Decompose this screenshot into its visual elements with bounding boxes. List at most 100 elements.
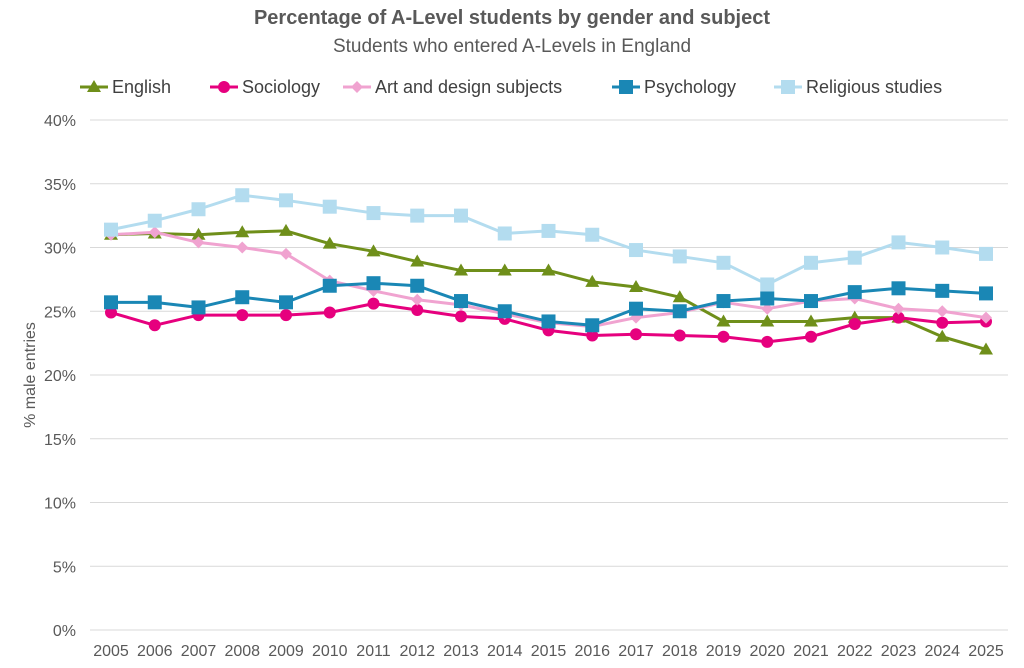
data-point xyxy=(454,263,468,276)
legend-item: Psychology xyxy=(612,77,736,97)
data-point xyxy=(497,226,512,241)
data-point xyxy=(630,328,642,341)
data-point xyxy=(236,309,249,322)
data-point xyxy=(147,295,162,310)
legend-item: Religious studies xyxy=(774,77,942,97)
data-point xyxy=(191,300,206,315)
data-point xyxy=(322,199,337,214)
data-point xyxy=(541,263,556,276)
y-tick-label: 5% xyxy=(53,559,76,576)
data-point xyxy=(454,294,468,309)
x-tick-label: 2015 xyxy=(531,643,567,660)
data-point xyxy=(322,278,337,293)
data-point xyxy=(848,318,861,330)
x-axis-ticks: 2005 2006 2007 2008 2009 2010 2011 2012 2013 2014… xyxy=(93,643,1004,660)
data-point xyxy=(322,236,337,249)
chart-subtitle: Students who entered A-Levels in England xyxy=(333,36,691,57)
x-tick-label: 2017 xyxy=(618,643,654,660)
data-point xyxy=(410,278,425,293)
data-point xyxy=(979,342,993,355)
data-point xyxy=(147,213,162,228)
x-tick-label: 2021 xyxy=(793,643,829,660)
x-tick-label: 2013 xyxy=(443,643,479,660)
data-point xyxy=(410,254,425,267)
data-point xyxy=(148,319,161,332)
y-axis-label: % male entries xyxy=(22,322,39,428)
data-point xyxy=(411,293,424,306)
data-point xyxy=(497,304,512,319)
data-point xyxy=(847,250,862,265)
data-point xyxy=(366,276,381,291)
x-tick-label: 2012 xyxy=(399,643,435,660)
data-point xyxy=(891,235,906,250)
legend-label: Religious studies xyxy=(806,77,942,97)
data-point xyxy=(104,222,118,237)
series-religious-studies xyxy=(104,188,993,292)
data-point xyxy=(236,241,249,254)
data-point xyxy=(760,314,775,327)
data-point xyxy=(192,236,205,249)
x-tick-label: 2022 xyxy=(837,643,873,660)
chart-title: Percentage of A-Level students by gender… xyxy=(254,7,770,29)
legend-label: Art and design subjects xyxy=(375,77,562,97)
y-tick-label: 25% xyxy=(44,304,76,321)
data-point xyxy=(279,295,293,310)
data-point xyxy=(672,290,687,303)
data-point xyxy=(980,311,992,324)
data-point xyxy=(761,335,774,348)
series-sociology xyxy=(105,297,992,348)
data-point xyxy=(585,227,600,242)
data-point xyxy=(104,295,118,310)
data-point xyxy=(892,311,905,324)
data-point xyxy=(497,263,512,276)
x-tick-label: 2020 xyxy=(749,643,785,660)
data-point xyxy=(804,294,818,309)
data-point xyxy=(629,243,643,258)
data-point xyxy=(191,227,206,240)
data-point xyxy=(323,306,336,319)
data-point xyxy=(235,225,250,238)
x-tick-label: 2025 xyxy=(968,643,1004,660)
data-point xyxy=(148,226,161,239)
data-point xyxy=(760,277,775,292)
x-tick-label: 2010 xyxy=(312,643,348,660)
legend-label: Psychology xyxy=(644,77,736,97)
data-point xyxy=(541,314,556,329)
data-point xyxy=(716,294,731,309)
x-tick-label: 2018 xyxy=(662,643,698,660)
data-point xyxy=(936,316,949,329)
legend-item: Sociology xyxy=(210,77,320,97)
y-tick-label: 0% xyxy=(53,623,76,640)
legend-item: Art and design subjects xyxy=(343,77,562,97)
data-point xyxy=(935,329,950,342)
x-tick-label: 2024 xyxy=(924,643,960,660)
data-point xyxy=(847,285,862,300)
x-tick-label: 2014 xyxy=(487,643,523,660)
x-tick-label: 2023 xyxy=(881,643,917,660)
data-point xyxy=(454,208,468,223)
data-point xyxy=(629,301,643,316)
x-tick-label: 2007 xyxy=(181,643,217,660)
data-point xyxy=(935,240,950,255)
data-point xyxy=(673,329,686,342)
data-point xyxy=(235,290,250,305)
legend-marker xyxy=(87,80,101,92)
data-point xyxy=(541,223,556,238)
legend: English Sociology Art and design subjects P… xyxy=(80,77,942,97)
x-tick-label: 2008 xyxy=(224,643,260,660)
data-point xyxy=(935,283,950,298)
legend-marker xyxy=(218,81,230,93)
y-tick-label: 15% xyxy=(44,432,76,449)
y-tick-label: 40% xyxy=(44,113,76,130)
data-point xyxy=(716,255,731,270)
data-point xyxy=(366,206,381,221)
legend-label: English xyxy=(112,77,171,97)
y-tick-label: 30% xyxy=(44,241,76,258)
data-point xyxy=(280,247,292,260)
data-point xyxy=(280,309,292,322)
data-point xyxy=(717,330,730,343)
y-tick-label: 20% xyxy=(44,368,76,385)
data-point xyxy=(279,223,293,236)
data-point xyxy=(716,314,731,327)
